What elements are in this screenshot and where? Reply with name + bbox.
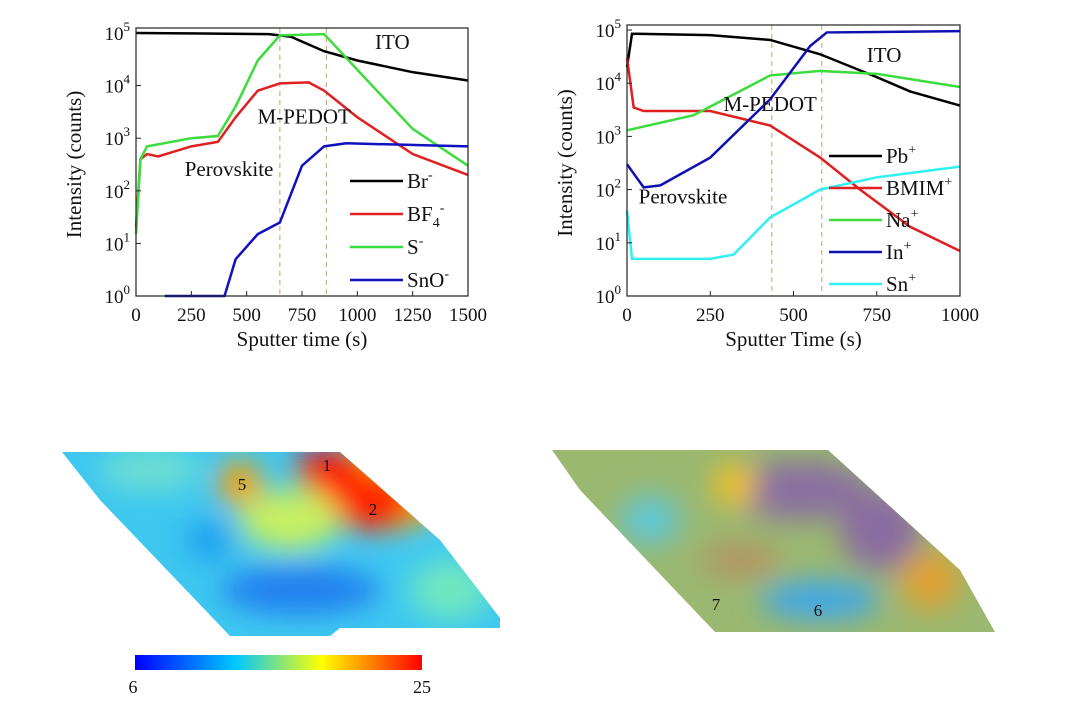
plot-frame <box>626 24 961 297</box>
series-line <box>625 29 961 189</box>
legend-entry: Na+ <box>886 207 919 232</box>
legend-entry: S- <box>407 234 424 259</box>
y-tick-label: 102 <box>105 177 131 203</box>
x-axis-label: Sputter time (s) <box>237 327 368 351</box>
legend-entry: Pb+ <box>886 143 916 168</box>
y-tick-label: 104 <box>105 72 131 98</box>
map-point-label: 5 <box>238 475 247 494</box>
y-axis-label: Intensity (counts) <box>553 89 577 237</box>
legend-entry: BMIM+ <box>886 175 952 200</box>
colorbar-min: 6 <box>129 677 138 697</box>
x-tick-label: 1000 <box>941 305 979 326</box>
x-tick-label: 500 <box>779 305 808 326</box>
legend-entry: In+ <box>886 239 912 264</box>
annotation: Perovskite <box>185 157 274 181</box>
chart-2: 0 250 500 750 1000 100 101 102 103 104 105 Sputter … <box>553 16 979 351</box>
x-tick-label: 250 <box>696 305 725 326</box>
annotation: ITO <box>375 30 410 54</box>
y-tick-label: 102 <box>596 176 622 202</box>
y-tick-label: 105 <box>105 19 131 45</box>
x-tick-label: 250 <box>177 305 206 326</box>
chart-1: 0 250 500 750 1000 1250 1500 100 101 102 103 104 105… <box>62 19 487 351</box>
map-point-label: 1 <box>323 456 332 475</box>
colorbar-max: 25 <box>413 677 431 697</box>
x-tick-label: 500 <box>232 305 261 326</box>
series-line <box>625 32 961 107</box>
x-tick-label: 750 <box>863 305 892 326</box>
legend-entry: BF4- <box>407 201 445 231</box>
series-line <box>164 142 469 298</box>
x-tick-label: 0 <box>131 305 141 326</box>
legend-entry: Br- <box>407 168 433 193</box>
y-tick-label: 100 <box>596 282 622 308</box>
y-tick-label: 104 <box>596 69 622 95</box>
series-line <box>625 57 961 253</box>
y-tick-label: 105 <box>596 16 622 42</box>
annotation: M-PEDOT <box>724 92 818 116</box>
map-point-label: 2 <box>369 500 378 519</box>
annotation: Perovskite <box>639 184 728 208</box>
x-tick-label: 1000 <box>338 305 376 326</box>
x-tick-label: 750 <box>288 305 317 326</box>
y-tick-label: 100 <box>105 282 131 308</box>
legend-entry: Sn+ <box>886 271 916 296</box>
x-tick-label: 1250 <box>394 305 432 326</box>
heatmap-2 <box>552 450 995 632</box>
x-tick-label: 1500 <box>449 305 487 326</box>
y-tick-label: 101 <box>596 229 622 255</box>
annotation: ITO <box>867 43 902 67</box>
y-axis-label: Intensity (counts) <box>62 91 86 239</box>
series-line <box>134 32 469 235</box>
colorbar <box>135 655 422 670</box>
legend-entry: SnO- <box>407 267 449 292</box>
series-line <box>625 165 961 261</box>
y-tick-label: 103 <box>596 122 622 148</box>
x-tick-label: 0 <box>622 305 632 326</box>
annotation: M-PEDOT <box>258 105 352 129</box>
map-point-label: 7 <box>712 595 721 614</box>
heatmap-1 <box>62 452 500 636</box>
series-line <box>134 81 469 228</box>
map-point-label: 6 <box>814 601 823 620</box>
y-tick-label: 101 <box>105 229 131 255</box>
y-tick-label: 103 <box>105 124 131 150</box>
series-line <box>626 69 961 132</box>
series-line <box>135 31 469 82</box>
x-axis-label: Sputter Time (s) <box>725 327 862 351</box>
